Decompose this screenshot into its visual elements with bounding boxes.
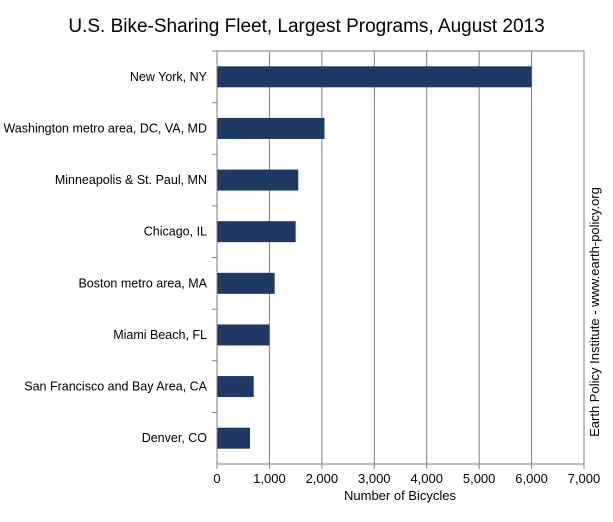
- category-label: New York, NY: [130, 70, 208, 84]
- x-tick-label: 7,000: [568, 471, 601, 486]
- x-tick-label: 3,000: [358, 471, 391, 486]
- bar: [217, 324, 270, 346]
- category-label: Washington metro area, DC, VA, MD: [3, 121, 207, 135]
- bar: [217, 376, 254, 398]
- category-label: San Francisco and Bay Area, CA: [24, 380, 207, 394]
- bar: [217, 117, 325, 139]
- category-labels: New York, NY Washington metro area, DC, V…: [3, 70, 207, 445]
- x-tick-label: 6,000: [515, 471, 548, 486]
- chart-title: U.S. Bike-Sharing Fleet, Largest Program…: [68, 16, 545, 37]
- bar: [217, 272, 275, 294]
- source-note: Earth Policy Institute - www.earth-polic…: [587, 187, 602, 437]
- x-tick-label: 2,000: [306, 471, 339, 486]
- category-label: Minneapolis & St. Paul, MN: [55, 173, 207, 187]
- x-tick-label: 5,000: [463, 471, 496, 486]
- category-label: Denver, CO: [142, 431, 208, 445]
- bar: [217, 169, 299, 191]
- bar: [217, 221, 296, 243]
- x-tick-label: 4,000: [410, 471, 443, 486]
- axes: 0 1,000 2,000 3,000 4,000 5,000 6,000 7,000: [212, 50, 601, 486]
- category-label: Boston metro area, MA: [78, 276, 207, 290]
- gridlines: [268, 51, 585, 464]
- bar: [217, 66, 532, 88]
- plot-area-border: [216, 50, 585, 465]
- bar: [217, 427, 251, 449]
- x-tick-label: 0: [213, 471, 220, 486]
- category-label: Miami Beach, FL: [113, 328, 207, 342]
- category-label: Chicago, IL: [144, 225, 207, 239]
- x-tick-label: 1,000: [253, 471, 286, 486]
- bars: [217, 66, 532, 449]
- x-axis-title: Number of Bicycles: [344, 488, 456, 503]
